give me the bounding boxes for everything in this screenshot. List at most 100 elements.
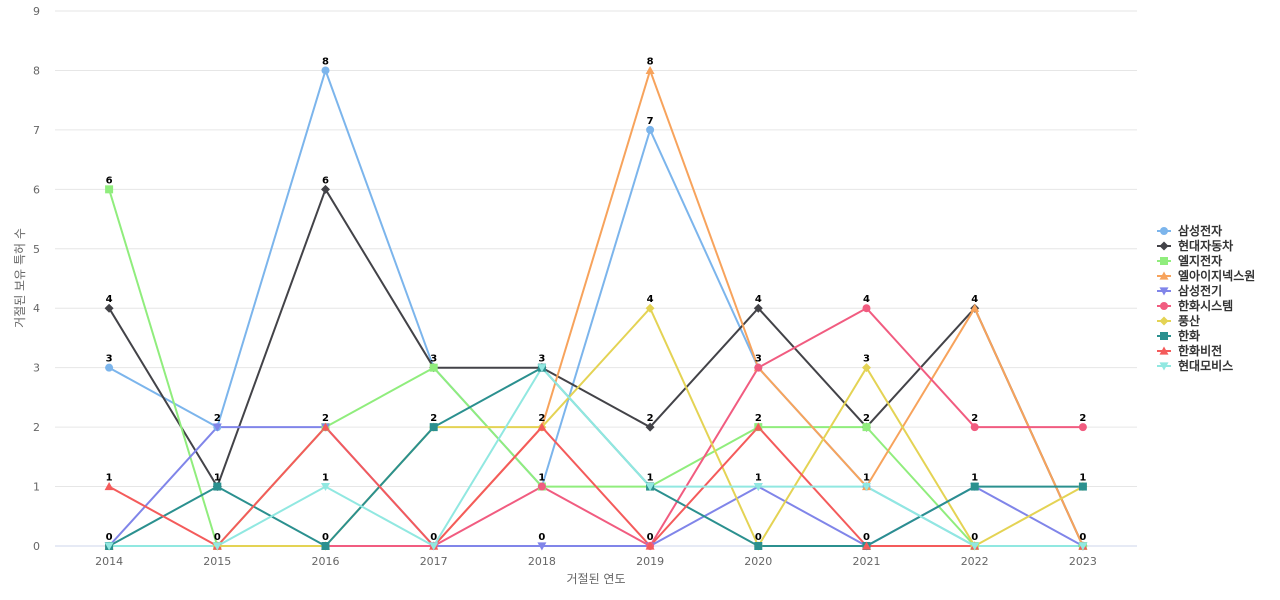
legend-label: 삼성전자 (1178, 223, 1222, 238)
legend-marker (1159, 362, 1169, 371)
x-tick-label: 2020 (744, 555, 772, 568)
y-tick-label: 1 (33, 481, 40, 494)
series-line (109, 366, 1083, 547)
data-label: 1 (755, 473, 762, 484)
legend-item: 엘아이지넥스원 (1157, 268, 1255, 283)
x-tick-label: 2016 (312, 555, 340, 568)
data-point (321, 66, 330, 75)
legend-item: 한화비전 (1157, 343, 1222, 358)
legend-item: 현대자동차 (1157, 238, 1233, 253)
series-line (108, 366, 1083, 547)
data-label: 4 (647, 294, 654, 305)
data-point (645, 422, 655, 432)
data-label: 0 (106, 532, 113, 543)
data-label: 0 (863, 532, 870, 543)
legend-marker (1159, 241, 1169, 251)
data-point (970, 542, 980, 551)
data-point (862, 363, 871, 373)
x-axis-ticks: 2014 2015 2016 2017 2018 2019 2020 2021 2022 2023 (95, 555, 1097, 568)
x-tick-label: 2018 (528, 555, 556, 568)
data-label: 0 (322, 532, 329, 543)
gridlines (55, 10, 1137, 547)
data-label: 8 (647, 56, 654, 67)
data-point (970, 303, 980, 312)
y-tick-label: 7 (33, 124, 40, 137)
legend-label: 엘아이지넥스원 (1178, 268, 1255, 283)
data-point (429, 363, 438, 372)
data-point (862, 304, 871, 313)
y-tick-label: 4 (33, 302, 40, 315)
data-label: 2 (430, 413, 437, 424)
data-point (753, 303, 763, 313)
data-label: 1 (106, 473, 113, 484)
series-markers (104, 65, 1088, 551)
data-label: 0 (430, 532, 437, 543)
x-axis-title: 거절된 연도 (566, 572, 625, 586)
data-label: 0 (755, 532, 762, 543)
data-label: 2 (322, 413, 329, 424)
legend-label: 현대자동차 (1178, 238, 1233, 253)
data-label: 1 (863, 473, 870, 484)
legend-label: 한화시스템 (1178, 298, 1233, 313)
x-tick-label: 2023 (1069, 555, 1097, 568)
data-point (104, 482, 114, 491)
data-label: 3 (755, 354, 762, 365)
data-point (105, 185, 114, 194)
x-tick-label: 2021 (853, 555, 881, 568)
x-tick-label: 2014 (95, 555, 123, 568)
data-label: 3 (106, 354, 113, 365)
data-label: 2 (538, 413, 545, 424)
data-label: 0 (971, 532, 978, 543)
y-tick-label: 8 (33, 64, 40, 77)
data-point (212, 542, 222, 551)
data-label: 4 (863, 294, 870, 305)
data-point (754, 363, 763, 372)
y-tick-label: 6 (33, 183, 40, 196)
series-lines (108, 69, 1084, 547)
data-point (429, 423, 438, 432)
y-axis-ticks: 0 1 2 3 4 5 6 7 8 9 (33, 5, 40, 553)
data-point (104, 303, 114, 313)
data-point (321, 184, 330, 194)
y-tick-label: 0 (33, 540, 40, 553)
data-point (753, 422, 763, 431)
data-label: 2 (863, 413, 870, 424)
data-label: 0 (214, 532, 221, 543)
series-line (108, 426, 1083, 547)
data-label: 0 (538, 532, 545, 543)
data-label: 3 (863, 354, 870, 365)
x-tick-label: 2022 (961, 555, 989, 568)
data-point (429, 542, 439, 551)
legend-marker (1159, 316, 1169, 326)
legend-item: 삼성전자 (1157, 223, 1222, 238)
data-label: 2 (755, 413, 762, 424)
series-line (109, 307, 1084, 547)
data-point (321, 422, 330, 431)
y-tick-label: 2 (33, 421, 40, 434)
data-point (970, 423, 979, 432)
y-tick-label: 3 (33, 362, 40, 375)
x-tick-label: 2015 (203, 555, 231, 568)
y-tick-label: 9 (33, 5, 40, 18)
data-point (105, 363, 114, 372)
data-point (537, 364, 547, 373)
data-label: 2 (214, 413, 221, 424)
data-point (537, 542, 547, 551)
data-label: 3 (538, 354, 545, 365)
data-label: 0 (1079, 532, 1086, 543)
data-label: 1 (322, 473, 329, 484)
legend-label: 엘지전자 (1178, 253, 1222, 268)
data-label: 1 (971, 473, 978, 484)
data-label: 1 (538, 473, 545, 484)
data-label: 6 (322, 175, 329, 186)
data-label: 3 (430, 354, 437, 365)
legend-marker (1159, 346, 1169, 355)
legend-marker (1160, 227, 1168, 235)
data-point (862, 423, 871, 432)
data-label: 1 (1079, 473, 1086, 484)
data-label: 6 (106, 175, 113, 186)
data-label: 4 (971, 294, 978, 305)
legend-item: 엘지전자 (1157, 253, 1222, 268)
data-point (645, 482, 655, 492)
data-point (1078, 423, 1087, 432)
